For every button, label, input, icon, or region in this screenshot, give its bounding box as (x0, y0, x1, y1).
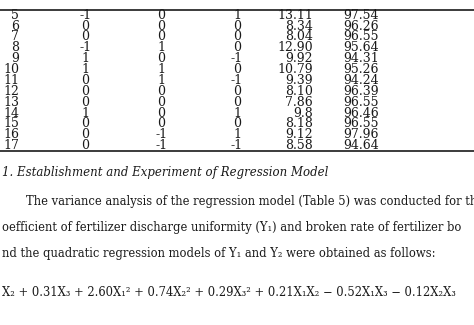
Text: 95.64: 95.64 (344, 41, 379, 54)
Text: 9.92: 9.92 (285, 52, 313, 65)
Text: 13.11: 13.11 (277, 9, 313, 22)
Text: 1: 1 (157, 63, 165, 76)
Text: 1: 1 (233, 128, 241, 141)
Text: 94.31: 94.31 (344, 52, 379, 65)
Text: 0: 0 (82, 20, 89, 32)
Text: 9: 9 (11, 52, 19, 65)
Text: -1: -1 (231, 139, 243, 152)
Text: 96.55: 96.55 (344, 117, 379, 130)
Text: 97.54: 97.54 (344, 9, 379, 22)
Text: 1: 1 (82, 107, 89, 120)
Text: 0: 0 (233, 31, 241, 44)
Text: 10.79: 10.79 (277, 63, 313, 76)
Text: 8: 8 (11, 41, 19, 54)
Text: 0: 0 (233, 41, 241, 54)
Text: 17: 17 (3, 139, 19, 152)
Text: 0: 0 (233, 63, 241, 76)
Text: 0: 0 (82, 96, 89, 109)
Text: 13: 13 (3, 96, 19, 109)
Text: 11: 11 (3, 74, 19, 87)
Text: 0: 0 (157, 20, 165, 32)
Text: 7.86: 7.86 (285, 96, 313, 109)
Text: 1: 1 (233, 107, 241, 120)
Text: 0: 0 (157, 52, 165, 65)
Text: 15: 15 (3, 117, 19, 130)
Text: 1: 1 (82, 52, 89, 65)
Text: -1: -1 (79, 41, 91, 54)
Text: -1: -1 (79, 9, 91, 22)
Text: 0: 0 (157, 117, 165, 130)
Text: 0: 0 (157, 107, 165, 120)
Text: 0: 0 (233, 117, 241, 130)
Text: -1: -1 (155, 128, 167, 141)
Text: X₂ + 0.31X₃ + 2.60X₁² + 0.74X₂² + 0.29X₃² + 0.21X₁X₂ − 0.52X₁X₃ − 0.12X₂X₃: X₂ + 0.31X₃ + 2.60X₁² + 0.74X₂² + 0.29X₃… (2, 286, 456, 299)
Text: 0: 0 (82, 128, 89, 141)
Text: 1: 1 (157, 41, 165, 54)
Text: 0: 0 (82, 85, 89, 98)
Text: 96.55: 96.55 (344, 31, 379, 44)
Text: 1: 1 (233, 9, 241, 22)
Text: 10: 10 (3, 63, 19, 76)
Text: 0: 0 (157, 9, 165, 22)
Text: 95.26: 95.26 (344, 63, 379, 76)
Text: 7: 7 (11, 31, 19, 44)
Text: -1: -1 (231, 74, 243, 87)
Text: 9.8: 9.8 (293, 107, 313, 120)
Text: 9.12: 9.12 (285, 128, 313, 141)
Text: 1: 1 (157, 74, 165, 87)
Text: 0: 0 (233, 96, 241, 109)
Text: 1. Establishment and Experiment of Regression Model: 1. Establishment and Experiment of Regre… (2, 166, 329, 179)
Text: 8.34: 8.34 (285, 20, 313, 32)
Text: 0: 0 (157, 31, 165, 44)
Text: oefficient of fertilizer discharge uniformity (Y₁) and broken rate of fertilizer: oefficient of fertilizer discharge unifo… (2, 221, 462, 234)
Text: 16: 16 (3, 128, 19, 141)
Text: 0: 0 (82, 139, 89, 152)
Text: -1: -1 (155, 139, 167, 152)
Text: 14: 14 (3, 107, 19, 120)
Text: 8.18: 8.18 (285, 117, 313, 130)
Text: 96.26: 96.26 (344, 20, 379, 32)
Text: 8.04: 8.04 (285, 31, 313, 44)
Text: 5: 5 (11, 9, 19, 22)
Text: 9.39: 9.39 (285, 74, 313, 87)
Text: 0: 0 (82, 117, 89, 130)
Text: 1: 1 (82, 63, 89, 76)
Text: 96.39: 96.39 (344, 85, 379, 98)
Text: 0: 0 (233, 85, 241, 98)
Text: nd the quadratic regression models of Y₁ and Y₂ were obtained as follows:: nd the quadratic regression models of Y₁… (2, 247, 436, 260)
Text: The variance analysis of the regression model (Table 5) was conducted for the v: The variance analysis of the regression … (26, 195, 474, 208)
Text: 12.90: 12.90 (277, 41, 313, 54)
Text: 0: 0 (157, 96, 165, 109)
Text: 12: 12 (3, 85, 19, 98)
Text: 0: 0 (233, 20, 241, 32)
Text: 0: 0 (157, 85, 165, 98)
Text: 0: 0 (82, 74, 89, 87)
Text: 97.96: 97.96 (344, 128, 379, 141)
Text: 94.24: 94.24 (344, 74, 379, 87)
Text: 96.55: 96.55 (344, 96, 379, 109)
Text: 94.64: 94.64 (344, 139, 379, 152)
Text: 6: 6 (11, 20, 19, 32)
Text: -1: -1 (231, 52, 243, 65)
Text: 0: 0 (82, 31, 89, 44)
Text: 8.58: 8.58 (285, 139, 313, 152)
Text: 96.46: 96.46 (344, 107, 379, 120)
Text: 8.10: 8.10 (285, 85, 313, 98)
